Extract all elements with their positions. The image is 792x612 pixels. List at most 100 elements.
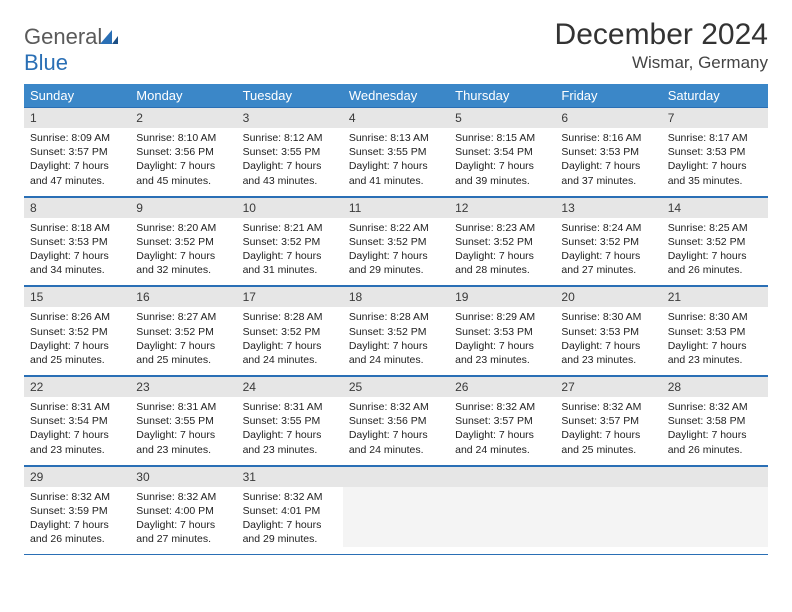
sunrise-line: Sunrise: 8:31 AM [243,401,323,413]
day-number: 4 [343,107,449,128]
day-number: 13 [555,197,661,218]
day-content-empty [555,487,661,547]
day-number: 5 [449,107,555,128]
calendar-cell: 19Sunrise: 8:29 AMSunset: 3:53 PMDayligh… [449,286,555,376]
calendar-cell [449,465,555,555]
calendar-cell: 23Sunrise: 8:31 AMSunset: 3:55 PMDayligh… [130,376,236,466]
daylight-line: Daylight: 7 hours and 23 minutes. [243,429,322,455]
weekday-header: Monday [130,84,236,107]
sunset-line: Sunset: 3:53 PM [561,326,639,338]
logo-word-b: Blue [24,50,68,75]
weekday-header: Tuesday [237,84,343,107]
daylight-line: Daylight: 7 hours and 39 minutes. [455,160,534,186]
day-number-empty [343,466,449,487]
calendar-cell: 5Sunrise: 8:15 AMSunset: 3:54 PMDaylight… [449,107,555,196]
daylight-line: Daylight: 7 hours and 43 minutes. [243,160,322,186]
calendar: SundayMondayTuesdayWednesdayThursdayFrid… [24,84,768,555]
calendar-header: SundayMondayTuesdayWednesdayThursdayFrid… [24,84,768,107]
day-content-empty [449,487,555,547]
sunrise-line: Sunrise: 8:20 AM [136,222,216,234]
day-number: 11 [343,197,449,218]
day-content: Sunrise: 8:31 AMSunset: 3:55 PMDaylight:… [130,397,236,465]
sunrise-line: Sunrise: 8:32 AM [30,491,110,503]
sunset-line: Sunset: 3:56 PM [136,146,214,158]
logo-sail-icon [100,24,118,38]
daylight-line: Daylight: 7 hours and 29 minutes. [243,519,322,545]
calendar-cell: 27Sunrise: 8:32 AMSunset: 3:57 PMDayligh… [555,376,661,466]
sunrise-line: Sunrise: 8:23 AM [455,222,535,234]
day-number: 25 [343,376,449,397]
day-number: 2 [130,107,236,128]
sunset-line: Sunset: 3:56 PM [349,415,427,427]
sunset-line: Sunset: 3:54 PM [30,415,108,427]
weekday-header: Sunday [24,84,130,107]
sunrise-line: Sunrise: 8:12 AM [243,132,323,144]
sunrise-line: Sunrise: 8:32 AM [455,401,535,413]
daylight-line: Daylight: 7 hours and 29 minutes. [349,250,428,276]
day-number-empty [555,466,661,487]
calendar-cell [662,465,768,555]
day-content: Sunrise: 8:30 AMSunset: 3:53 PMDaylight:… [555,307,661,375]
day-number: 12 [449,197,555,218]
day-content: Sunrise: 8:28 AMSunset: 3:52 PMDaylight:… [237,307,343,375]
calendar-cell: 26Sunrise: 8:32 AMSunset: 3:57 PMDayligh… [449,376,555,466]
calendar-cell: 24Sunrise: 8:31 AMSunset: 3:55 PMDayligh… [237,376,343,466]
calendar-row: 1Sunrise: 8:09 AMSunset: 3:57 PMDaylight… [24,107,768,196]
weekday-header: Wednesday [343,84,449,107]
day-number: 7 [662,107,768,128]
sunset-line: Sunset: 3:53 PM [668,326,746,338]
day-content: Sunrise: 8:12 AMSunset: 3:55 PMDaylight:… [237,128,343,196]
sunset-line: Sunset: 3:52 PM [243,236,321,248]
day-number: 14 [662,197,768,218]
weekday-header: Saturday [662,84,768,107]
daylight-line: Daylight: 7 hours and 26 minutes. [668,250,747,276]
daylight-line: Daylight: 7 hours and 41 minutes. [349,160,428,186]
daylight-line: Daylight: 7 hours and 27 minutes. [136,519,215,545]
day-number-empty [662,466,768,487]
sunrise-line: Sunrise: 8:31 AM [136,401,216,413]
sunrise-line: Sunrise: 8:32 AM [136,491,216,503]
sunrise-line: Sunrise: 8:15 AM [455,132,535,144]
day-number: 22 [24,376,130,397]
sunset-line: Sunset: 3:53 PM [455,326,533,338]
sunrise-line: Sunrise: 8:32 AM [668,401,748,413]
day-number: 19 [449,286,555,307]
sunset-line: Sunset: 3:52 PM [561,236,639,248]
day-number: 27 [555,376,661,397]
calendar-cell: 2 Sunrise: 8:10 AM Sunset: 3:56 PM Daylight… [130,107,236,196]
calendar-row: 29Sunrise: 8:32 AMSunset: 3:59 PMDayligh… [24,465,768,555]
day-number-empty [449,466,555,487]
day-number: 30 [130,466,236,487]
sunrise-line: Sunrise: 8:10 AM [136,132,216,144]
day-content: Sunrise: 8:22 AMSunset: 3:52 PMDaylight:… [343,218,449,286]
day-number: 10 [237,197,343,218]
sunset-line: Sunset: 3:52 PM [243,326,321,338]
daylight-line: Daylight: 7 hours and 23 minutes. [455,340,534,366]
sunrise-line: Sunrise: 8:18 AM [30,222,110,234]
sunset-line: Sunset: 3:52 PM [30,326,108,338]
day-content: Sunrise: 8:18 AMSunset: 3:53 PMDaylight:… [24,218,130,286]
day-content: Sunrise: 8:10 AM Sunset: 3:56 PM Daylight:… [130,128,236,196]
day-content: Sunrise: 8:30 AMSunset: 3:53 PMDaylight:… [662,307,768,375]
calendar-cell: 13 Sunrise: 8:24 AM Sunset: 3:52 PM Dayligh… [555,196,661,286]
day-number: 23 [130,376,236,397]
calendar-cell: 17Sunrise: 8:28 AMSunset: 3:52 PMDayligh… [237,286,343,376]
sunset-line: Sunset: 3:52 PM [455,236,533,248]
sunrise-line: Sunrise: 8:24 AM [561,222,641,234]
day-content: Sunrise: 8:24 AM Sunset: 3:52 PM Daylight:… [555,218,661,286]
daylight-line: Daylight: 7 hours and 24 minutes. [455,429,534,455]
daylight-line: Daylight: 7 hours and 24 minutes. [243,340,322,366]
daylight-line: Daylight: 7 hours and 45 minutes. [136,160,215,186]
daylight-line: Daylight: 7 hours and 24 minutes. [349,340,428,366]
daylight-line: Daylight: 7 hours and 34 minutes. [30,250,109,276]
sunrise-line: Sunrise: 8:17 AM [668,132,748,144]
weekday-header: Friday [555,84,661,107]
daylight-line: Daylight: 7 hours and 27 minutes. [561,250,640,276]
day-number: 18 [343,286,449,307]
day-number: 24 [237,376,343,397]
calendar-cell: 1Sunrise: 8:09 AMSunset: 3:57 PMDaylight… [24,107,130,196]
daylight-line: Daylight: 7 hours and 23 minutes. [561,340,640,366]
logo-text: GeneralBlue [24,24,118,76]
daylight-line: Daylight: 7 hours and 23 minutes. [30,429,109,455]
logo-word-a: General [24,24,102,49]
